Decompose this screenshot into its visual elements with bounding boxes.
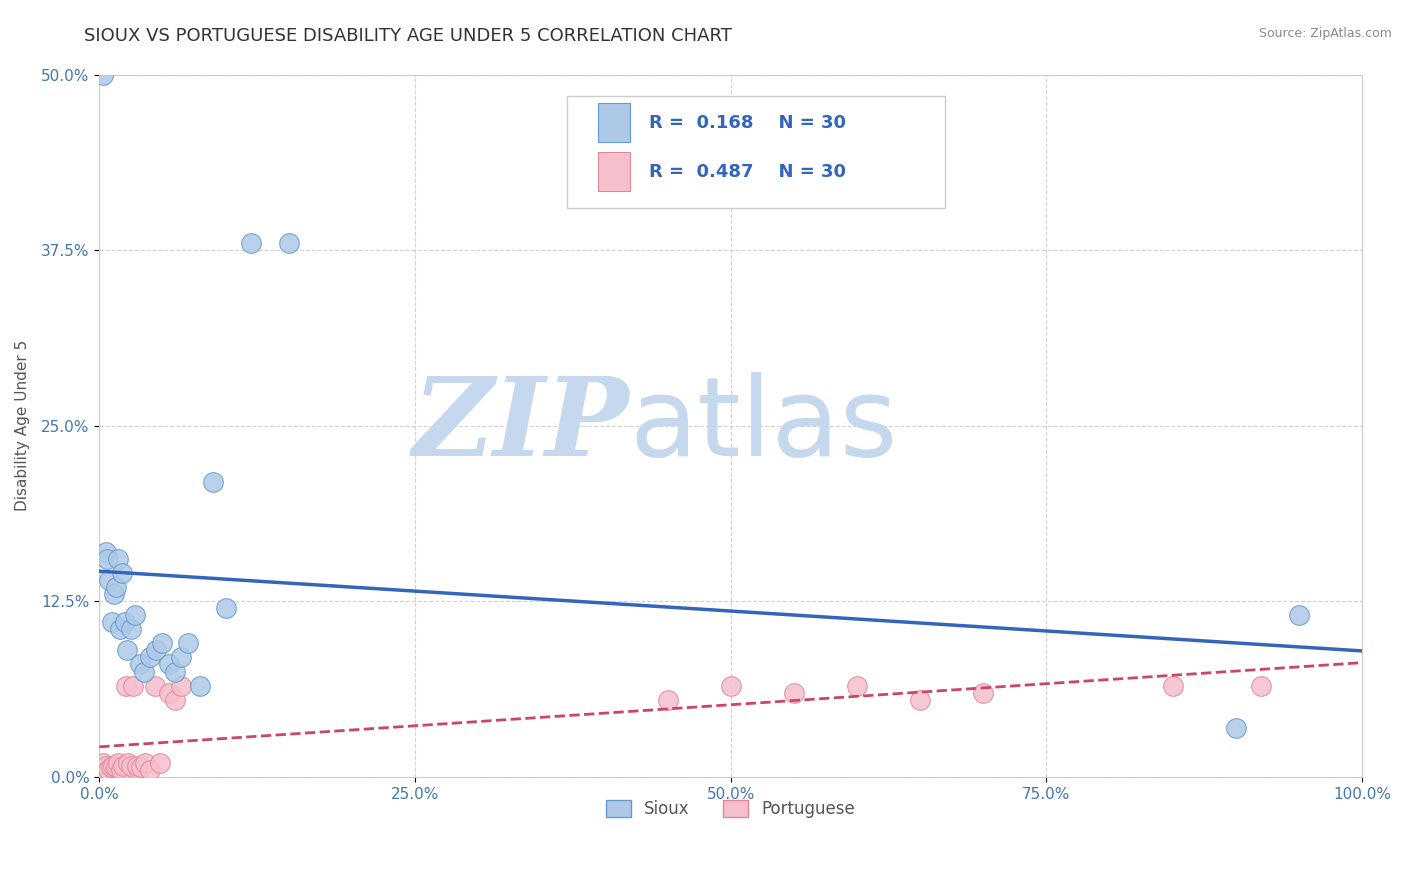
Point <box>239 236 262 251</box>
Point <box>103 587 125 601</box>
Point <box>165 665 187 679</box>
Point <box>120 623 142 637</box>
Point <box>157 685 180 699</box>
Point <box>157 657 180 672</box>
Point <box>1161 679 1184 693</box>
FancyBboxPatch shape <box>598 103 630 142</box>
Y-axis label: Disability Age Under 5: Disability Age Under 5 <box>15 340 30 511</box>
Point <box>128 657 150 672</box>
Point <box>98 573 121 587</box>
Point <box>129 760 152 774</box>
Point <box>170 650 193 665</box>
Point <box>108 623 131 637</box>
Point <box>112 758 135 772</box>
Text: SIOUX VS PORTUGUESE DISABILITY AGE UNDER 5 CORRELATION CHART: SIOUX VS PORTUGUESE DISABILITY AGE UNDER… <box>84 27 733 45</box>
Point <box>111 566 134 581</box>
Point <box>214 601 236 615</box>
Point <box>1250 679 1272 693</box>
Point <box>104 580 127 594</box>
Point <box>145 643 167 657</box>
Point <box>91 756 114 770</box>
Point <box>908 692 931 706</box>
Point <box>127 758 149 772</box>
Point <box>152 636 174 650</box>
Point <box>100 760 122 774</box>
FancyBboxPatch shape <box>598 153 630 191</box>
Point <box>107 552 129 566</box>
Text: R =  0.487    N = 30: R = 0.487 N = 30 <box>648 163 845 181</box>
Point <box>277 236 299 251</box>
Point <box>134 756 156 770</box>
Legend: Sioux, Portuguese: Sioux, Portuguese <box>599 793 862 825</box>
Point <box>110 763 132 777</box>
Point <box>149 756 172 770</box>
Point <box>91 68 114 82</box>
FancyBboxPatch shape <box>567 95 945 208</box>
Point <box>104 760 127 774</box>
Point <box>94 545 117 559</box>
Point <box>783 685 806 699</box>
Point <box>120 758 142 772</box>
Point <box>114 615 136 630</box>
Point <box>201 475 224 489</box>
Point <box>124 608 146 623</box>
Point <box>1288 608 1310 623</box>
Point <box>132 665 155 679</box>
Text: R =  0.168    N = 30: R = 0.168 N = 30 <box>648 113 845 132</box>
Point <box>845 679 868 693</box>
Point <box>143 679 166 693</box>
Point <box>139 763 162 777</box>
Point <box>170 679 193 693</box>
Point <box>720 679 742 693</box>
Text: atlas: atlas <box>630 372 898 479</box>
Point <box>972 685 994 699</box>
Point <box>117 756 139 770</box>
Point <box>101 615 124 630</box>
Point <box>115 679 138 693</box>
Point <box>103 758 125 772</box>
Point <box>165 692 187 706</box>
Point <box>115 643 138 657</box>
Point <box>122 679 145 693</box>
Point <box>97 763 120 777</box>
Point <box>1225 721 1247 735</box>
Text: ZIP: ZIP <box>413 372 630 479</box>
Point <box>96 552 118 566</box>
Point <box>657 692 679 706</box>
Point <box>177 636 200 650</box>
Text: Source: ZipAtlas.com: Source: ZipAtlas.com <box>1258 27 1392 40</box>
Point <box>107 756 129 770</box>
Point <box>94 758 117 772</box>
Point <box>188 679 211 693</box>
Point <box>139 650 162 665</box>
